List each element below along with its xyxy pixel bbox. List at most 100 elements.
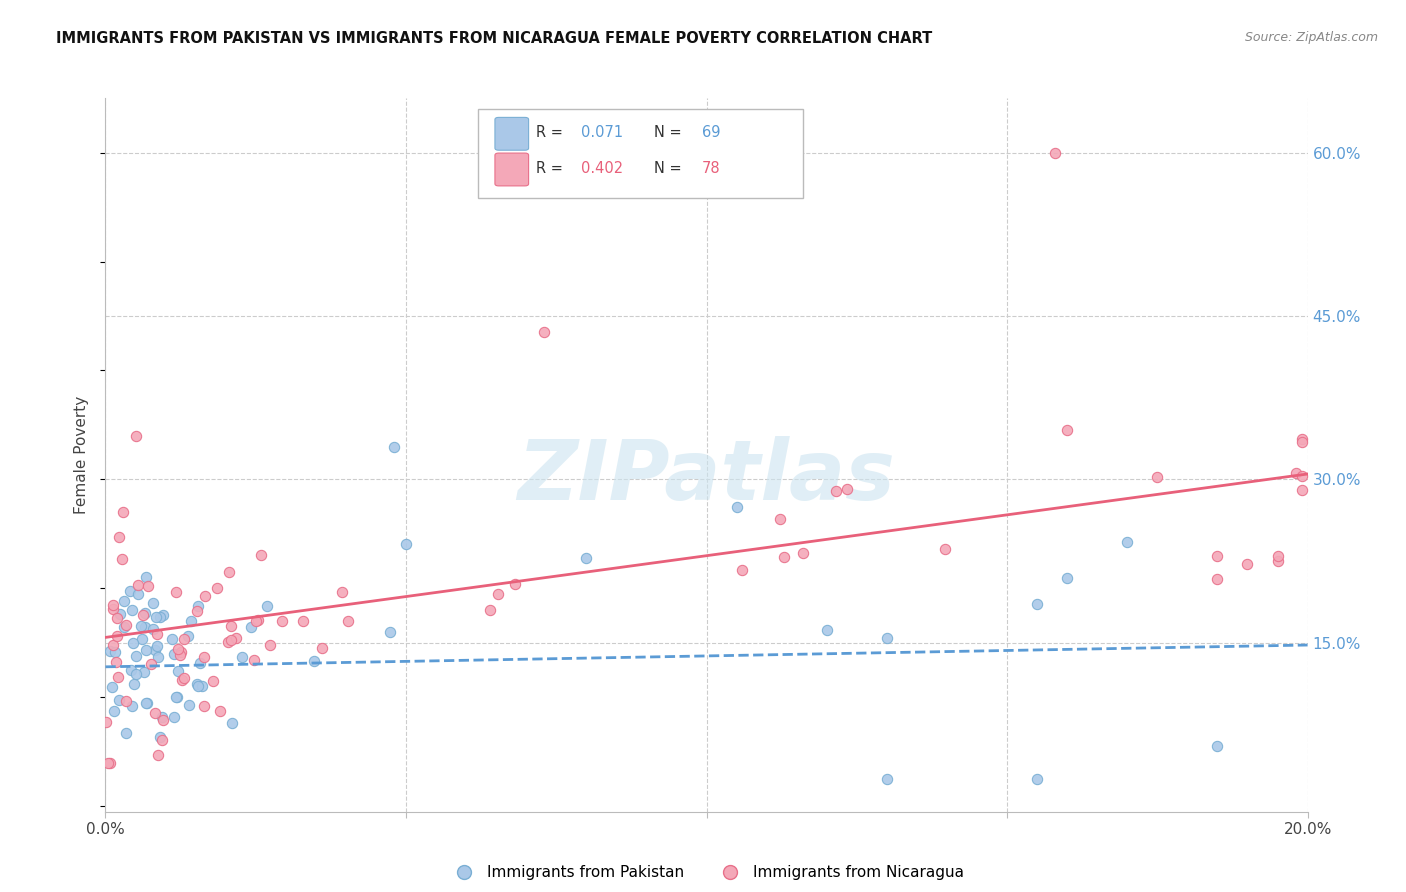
Point [103,704,125,718]
Point [187,679,209,693]
Point [934,542,956,557]
Point [94,715,117,730]
Point [108,530,131,544]
Point [1026,772,1049,786]
Text: R =: R = [536,161,567,176]
Point [876,772,898,786]
Point [120,663,142,677]
Point [121,699,143,714]
Point [142,596,165,610]
Point [395,537,418,551]
Point [205,581,228,595]
Point [97,756,120,770]
Point [105,629,128,643]
Point [146,627,169,641]
Point [380,624,402,639]
FancyBboxPatch shape [495,118,529,150]
Point [218,565,240,579]
Point [150,710,173,724]
Point [769,511,792,525]
Point [112,620,135,634]
Point [208,704,231,718]
Point [256,599,278,613]
Point [150,732,173,747]
Point [1236,557,1258,571]
Point [112,505,135,519]
Point [177,698,200,713]
Point [134,620,156,634]
Point [201,674,224,689]
Text: N =: N = [654,125,686,140]
Point [478,603,501,617]
Point [1056,423,1078,437]
Point [217,635,239,649]
Point [1206,739,1229,754]
Point [533,326,555,340]
Point [136,696,159,710]
Point [107,670,129,684]
Point [815,624,838,638]
Point [876,631,898,645]
Point [173,632,195,647]
Point [121,603,143,617]
Text: 69: 69 [702,125,720,140]
Point [135,643,157,657]
Point [186,676,208,690]
Point [105,611,128,625]
Point [149,609,172,624]
Point [1206,549,1229,563]
Point [104,645,127,659]
Point [271,615,294,629]
FancyBboxPatch shape [495,153,529,186]
Point [146,639,169,653]
Point [239,620,262,634]
Text: 0.402: 0.402 [582,161,624,176]
Point [108,607,131,621]
Point [122,636,145,650]
Point [1284,466,1306,480]
Point [135,570,157,584]
Point [336,614,359,628]
Point [101,599,124,613]
Point [1026,597,1049,611]
Point [575,551,598,566]
Point [141,657,163,671]
Point [143,643,166,657]
Point [148,650,170,665]
Point [330,585,353,599]
Text: 0.071: 0.071 [582,125,624,140]
Point [835,482,858,496]
Point [112,594,135,608]
Point [167,664,190,678]
Point [1146,470,1168,484]
Point [1043,145,1066,160]
Point [152,608,174,623]
Point [1291,435,1313,450]
Point [101,680,124,694]
Point [193,650,215,665]
Point [221,716,243,731]
Point [792,545,814,559]
Point [731,563,754,577]
Point [825,483,848,498]
Text: IMMIGRANTS FROM PAKISTAN VS IMMIGRANTS FROM NICARAGUA FEMALE POVERTY CORRELATION: IMMIGRANTS FROM PAKISTAN VS IMMIGRANTS F… [56,31,932,46]
Point [98,644,121,658]
Text: ZIPatlas: ZIPatlas [517,436,896,516]
Point [311,641,333,656]
Point [131,632,153,647]
Point [134,606,156,620]
Point [105,655,128,669]
Point [231,649,253,664]
Point [152,713,174,727]
Point [1267,554,1289,568]
Point [1116,535,1139,549]
Point [1291,483,1313,498]
Point [245,615,267,629]
Point [135,696,157,710]
Point [193,698,215,713]
Point [103,638,125,652]
Point [1291,468,1313,483]
Point [188,656,211,670]
Point [111,552,134,566]
Point [98,756,121,770]
